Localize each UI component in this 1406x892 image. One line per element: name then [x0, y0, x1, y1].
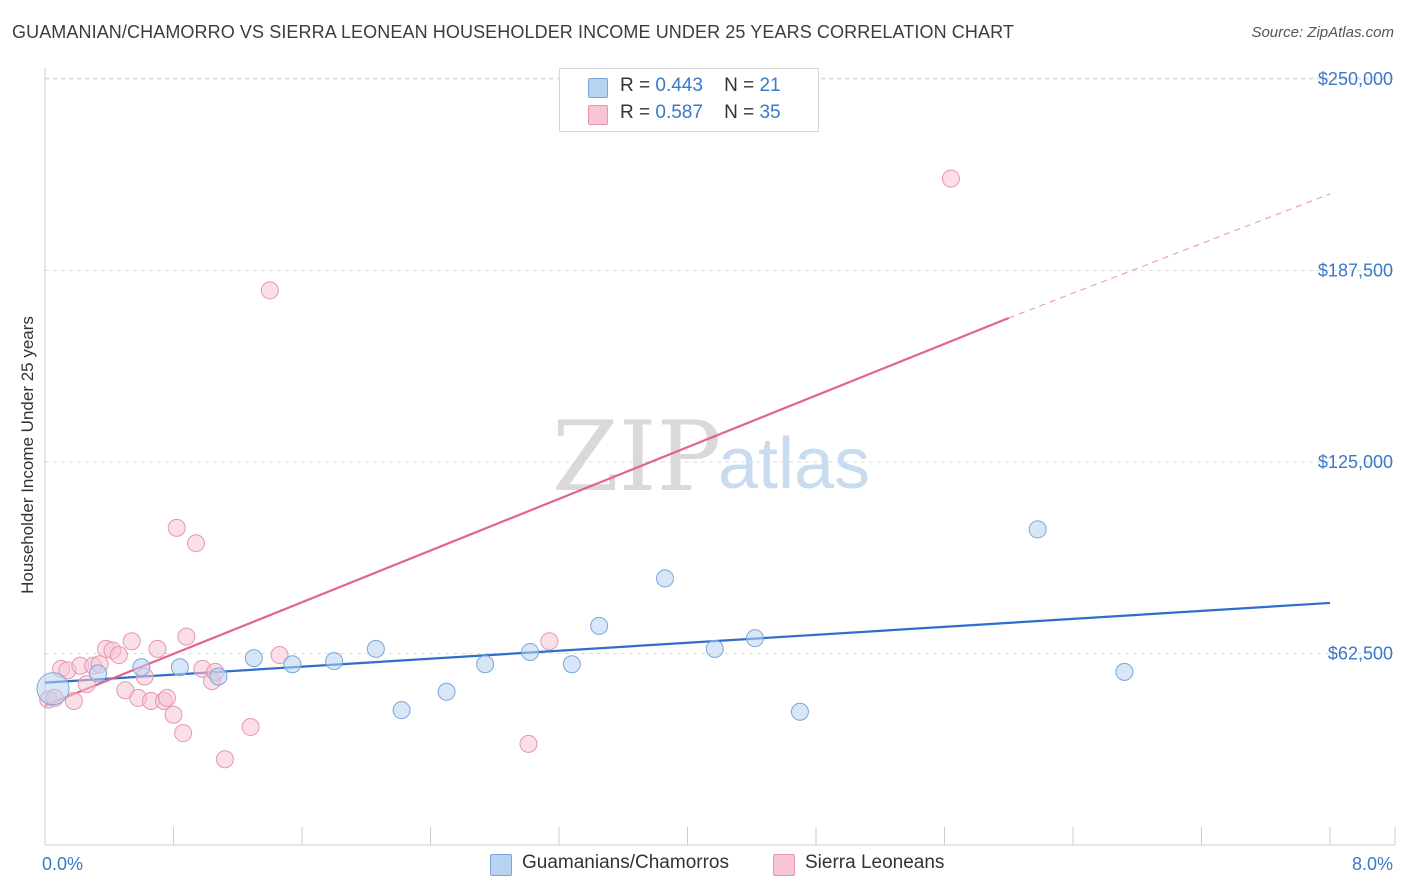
- x-tick-label: 0.0%: [42, 854, 83, 874]
- data-point-guamanian: [392, 701, 411, 720]
- trend-line-sierra-leonean: [44, 316, 1010, 707]
- data-point-guamanian: [590, 616, 609, 635]
- legend-r-label: R =: [620, 75, 651, 96]
- y-tick-label: $250,000: [1318, 69, 1393, 89]
- axes: [44, 68, 1396, 846]
- source-label: Source: ZipAtlas.com: [1251, 24, 1394, 41]
- data-point-sierra-leonean: [64, 691, 83, 710]
- data-point-guamanian: [209, 667, 228, 686]
- data-point-sierra-leonean: [540, 632, 559, 651]
- data-point-sierra-leonean: [177, 627, 196, 646]
- data-point-sierra-leonean: [122, 632, 141, 651]
- watermark-zip: ZIP: [552, 401, 721, 513]
- data-point-sierra-leonean: [941, 169, 960, 188]
- legend-n-value-guamanian: 21: [759, 75, 781, 96]
- data-point-guamanian: [170, 658, 189, 677]
- data-point-sierra-leonean: [109, 646, 128, 665]
- series-legend: Guamanians/Chamorros Sierra Leoneans: [0, 852, 1406, 878]
- trend-line-guamanian: [44, 601, 1331, 684]
- data-point-guamanian: [476, 655, 495, 674]
- data-point-guamanian: [790, 702, 809, 721]
- data-point-guamanian: [283, 655, 302, 674]
- y-tick-label: $125,000: [1318, 452, 1393, 472]
- series-swatch-blue: [490, 854, 512, 876]
- data-point-guamanian: [89, 664, 108, 683]
- legend-swatch-blue: [588, 78, 608, 98]
- legend-swatch-pink: [588, 105, 608, 125]
- data-point-guamanian: [437, 682, 456, 701]
- data-point-sierra-leonean: [148, 639, 167, 658]
- data-point-guamanian: [745, 629, 764, 648]
- series-label-sierra-leonean: Sierra Leoneans: [805, 852, 945, 873]
- data-point-guamanian: [1115, 662, 1134, 681]
- legend-n-value-sierra-leonean: 35: [759, 102, 781, 123]
- data-point-sierra-leonean: [215, 750, 234, 769]
- data-point-guamanian: [36, 672, 70, 706]
- data-point-guamanian: [705, 639, 724, 658]
- data-point-sierra-leonean: [241, 718, 260, 737]
- gridlines: [45, 77, 1395, 654]
- watermark: ZIP atlas: [552, 401, 870, 513]
- legend-r-label: R =: [620, 102, 651, 123]
- correlation-legend: R = 0.443 N = 21 R = 0.587 N = 35: [559, 68, 819, 132]
- data-point-guamanian: [562, 655, 581, 674]
- data-point-sierra-leonean: [164, 705, 183, 724]
- data-point-guamanian: [366, 639, 385, 658]
- y-tick-label: $62,500: [1328, 644, 1393, 664]
- data-point-sierra-leonean: [158, 688, 177, 707]
- data-point-sierra-leonean: [167, 518, 186, 537]
- data-point-guamanian: [325, 652, 344, 671]
- legend-n-label: N =: [724, 102, 755, 123]
- data-point-guamanian: [521, 642, 540, 661]
- series-swatch-pink: [773, 854, 795, 876]
- data-point-sierra-leonean: [77, 675, 96, 694]
- data-points: [36, 169, 1134, 769]
- chart-title: GUAMANIAN/CHAMORRO VS SIERRA LEONEAN HOU…: [12, 22, 1014, 42]
- trend-line-sierra-leonean-extension: [1008, 193, 1331, 319]
- data-point-guamanian: [656, 569, 675, 588]
- tick-labels: $62,500 $125,000 $187,500 $250,000 0.0% 8.0%: [42, 69, 1393, 874]
- data-point-sierra-leonean: [270, 646, 289, 665]
- trend-lines: [44, 193, 1331, 707]
- legend-r-value-sierra-leonean: 0.587: [655, 102, 703, 123]
- data-point-sierra-leonean: [519, 734, 538, 753]
- data-point-sierra-leonean: [174, 724, 193, 743]
- data-point-guamanian: [244, 649, 263, 668]
- watermark-atlas: atlas: [718, 424, 870, 504]
- y-tick-label: $187,500: [1318, 261, 1393, 281]
- data-point-sierra-leonean: [260, 281, 279, 300]
- series-label-guamanian: Guamanians/Chamorros: [522, 852, 729, 873]
- data-point-guamanian: [1028, 520, 1047, 539]
- x-tick-label: 8.0%: [1352, 854, 1393, 874]
- data-point-guamanian: [132, 658, 151, 677]
- legend-r-value-guamanian: 0.443: [655, 75, 703, 96]
- legend-n-label: N =: [724, 75, 755, 96]
- data-point-sierra-leonean: [186, 534, 205, 553]
